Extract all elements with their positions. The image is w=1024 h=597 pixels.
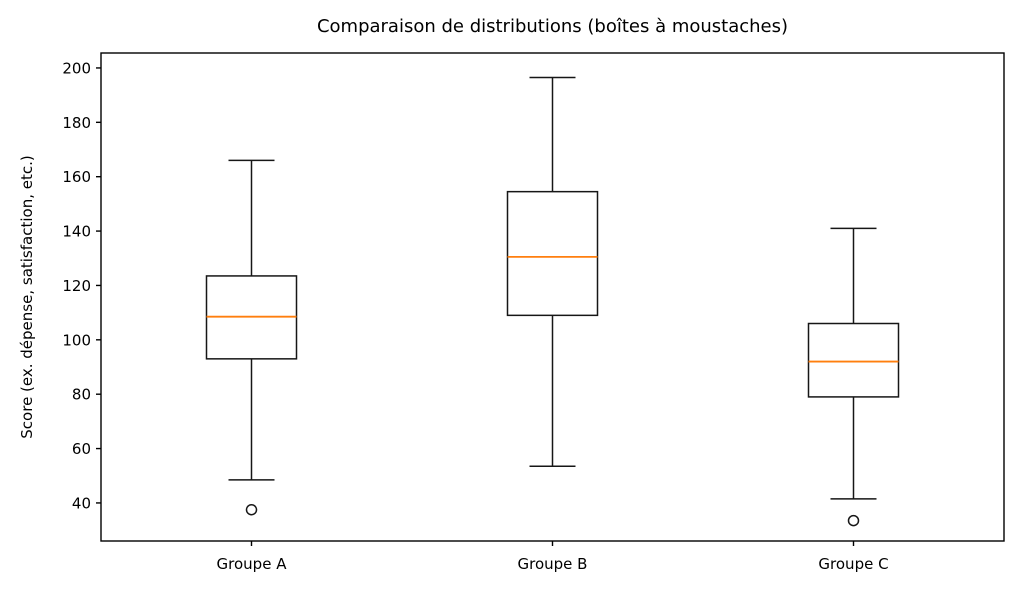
- box-2: [506, 190, 599, 317]
- box-3: [807, 322, 900, 398]
- chart-title: Comparaison de distributions (boîtes à m…: [316, 16, 789, 37]
- x-tick-label: Groupe B: [518, 555, 588, 573]
- y-tick-label: 80: [72, 386, 91, 404]
- y-tick-label: 100: [62, 331, 91, 349]
- y-tick-label: 40: [72, 494, 91, 512]
- outlier-point: [245, 503, 258, 516]
- y-tick-label: 120: [62, 277, 91, 295]
- y-tick-label: 180: [62, 114, 91, 132]
- y-tick-label: 200: [62, 59, 91, 77]
- x-tick-label: Groupe A: [217, 555, 288, 573]
- outlier-point: [847, 514, 860, 527]
- y-tick-label: 60: [72, 440, 91, 458]
- y-tick-label: 140: [62, 223, 91, 241]
- y-tick-label: 160: [62, 168, 91, 186]
- x-tick-label: Groupe C: [818, 555, 888, 573]
